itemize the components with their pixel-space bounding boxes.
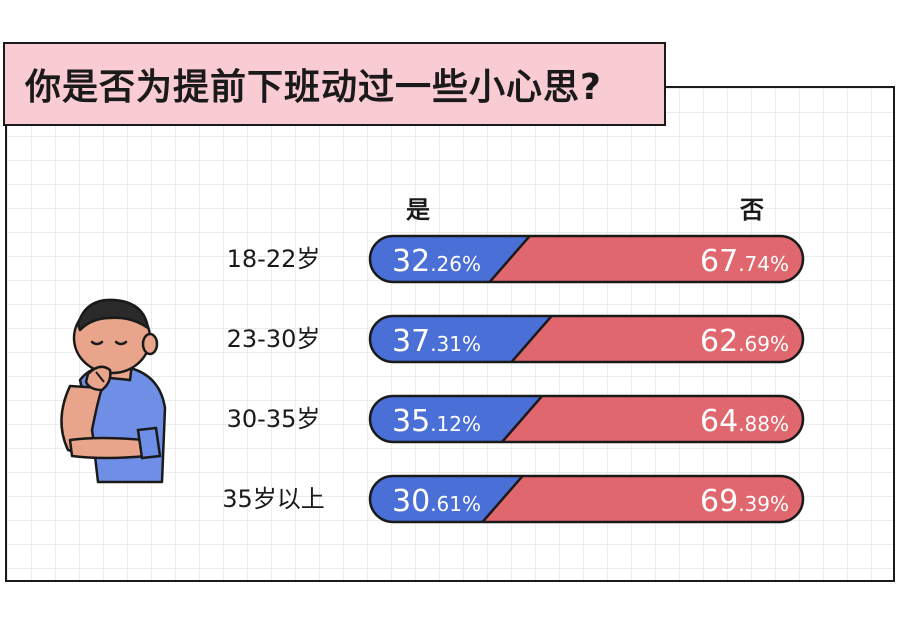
- data-label-no: 64.88%: [700, 404, 789, 439]
- data-label-no: 62.69%: [700, 324, 789, 359]
- bar-divider: [481, 476, 524, 522]
- bar-segment-yes: [370, 316, 552, 362]
- bar-outline: [368, 474, 805, 524]
- data-label-no: 69.39%: [700, 484, 789, 519]
- data-label-yes: 30.61%: [392, 484, 481, 519]
- row-label-23-30: 23-30岁: [226, 325, 321, 353]
- chart-title: 你是否为提前下班动过一些小心思?: [25, 67, 602, 108]
- bar-outline: [368, 394, 805, 444]
- data-label-no: 67.74%: [700, 244, 789, 279]
- bar-row-2: [370, 396, 803, 442]
- data-label-yes: 32.26%: [392, 244, 481, 279]
- bar-divider: [488, 236, 531, 282]
- bar-row-1: [370, 316, 803, 362]
- bar-segment-yes: [370, 396, 543, 442]
- bar-divider: [501, 396, 544, 442]
- bar-outline: [368, 314, 805, 364]
- bar-segment-no: [502, 396, 803, 442]
- row-label-18-22: 18-22岁: [226, 245, 321, 273]
- bar-segment-no: [482, 476, 803, 522]
- thinking-person-illustration: [60, 298, 167, 484]
- bar-segment-yes: [370, 236, 530, 282]
- chart-title-box: 你是否为提前下班动过一些小心思?: [3, 42, 666, 126]
- bar-row-0: [370, 236, 803, 282]
- data-label-yes: 35.12%: [392, 404, 481, 439]
- bar-segment-no: [489, 236, 803, 282]
- bar-segment-yes: [370, 476, 523, 522]
- bar-divider: [510, 316, 553, 362]
- column-header-no: 否: [740, 196, 764, 224]
- row-label-30-35: 30-35岁: [226, 405, 321, 433]
- row-label-35-plus: 35岁以上: [222, 485, 325, 513]
- column-header-yes: 是: [406, 196, 430, 224]
- bar-row-3: [370, 476, 803, 522]
- bar-segment-no: [511, 316, 803, 362]
- data-label-yes: 37.31%: [392, 324, 481, 359]
- bar-outline: [368, 234, 805, 284]
